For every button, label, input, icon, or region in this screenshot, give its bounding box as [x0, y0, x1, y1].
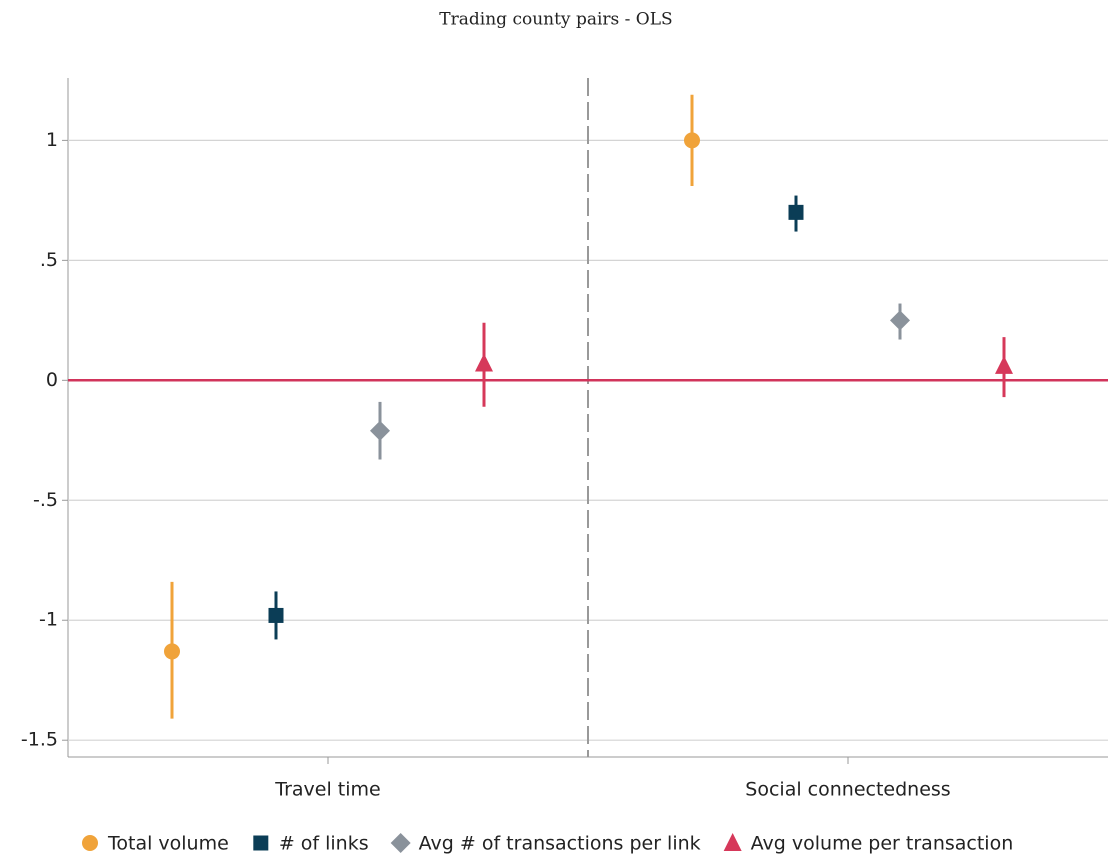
y-tick-label: -1.5	[21, 729, 58, 751]
y-tick-label: -.5	[33, 489, 58, 511]
point	[890, 310, 910, 331]
x-tick-label: Social connectedness	[745, 779, 950, 801]
legend-label: Total volume	[107, 833, 229, 855]
point	[370, 420, 390, 441]
legend-marker	[723, 833, 742, 851]
point	[268, 607, 284, 623]
y-tick-label: -1	[39, 609, 58, 631]
y-tick-label: 1	[46, 129, 58, 151]
legend-label: Avg # of transactions per link	[419, 833, 701, 855]
legend-marker	[82, 835, 98, 851]
point	[475, 353, 493, 372]
point	[684, 132, 700, 149]
y-tick-label: 0	[46, 369, 58, 391]
legend-marker	[253, 835, 269, 851]
legend-label: Avg volume per transaction	[751, 833, 1014, 855]
point	[164, 643, 180, 660]
y-tick-label: .5	[40, 249, 58, 271]
legend-marker	[390, 833, 411, 853]
legend-label: # of links	[279, 833, 369, 855]
x-tick-label: Travel time	[274, 779, 380, 801]
point	[788, 204, 804, 220]
point	[995, 355, 1013, 374]
chart-title: Trading county pairs - OLS	[439, 10, 672, 30]
